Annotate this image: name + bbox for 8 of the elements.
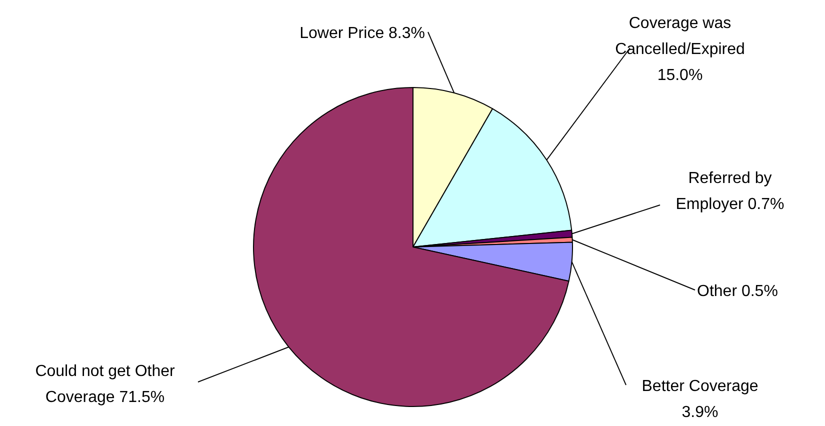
data-label: 3.9% <box>682 404 718 421</box>
slice-label: Other 0.5% <box>697 283 778 300</box>
slice-label: Better Coverage <box>642 378 758 395</box>
data-label: 15.0% <box>657 67 703 84</box>
slice-label: Lower Price 8.3% <box>300 25 425 42</box>
slice-label: Coverage was Cancelled/Expired <box>615 15 745 58</box>
slice-label: Referred by Employer 0.7% <box>676 170 784 213</box>
slice-label: Could not get Other Coverage 71.5% <box>35 363 176 406</box>
